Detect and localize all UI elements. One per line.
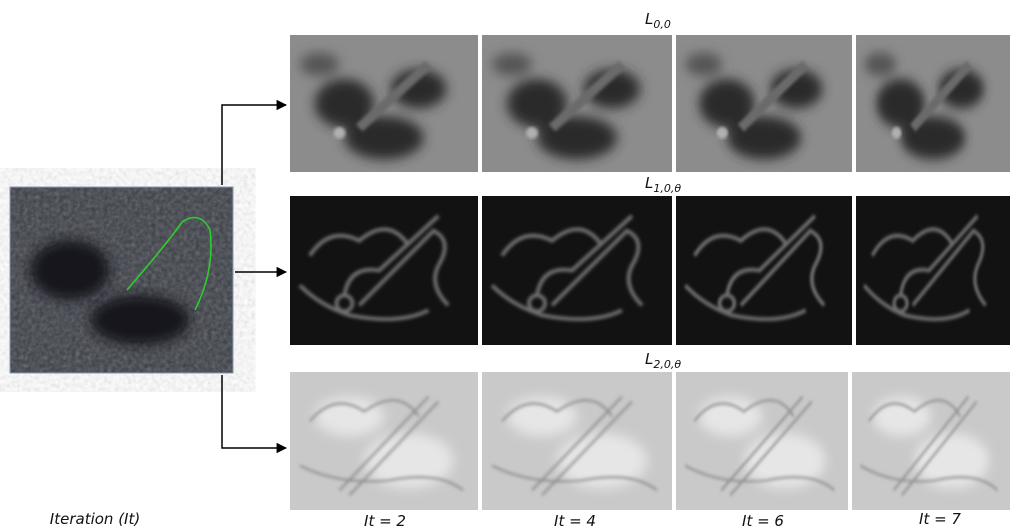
axis-label: Iteration (It) (50, 510, 140, 528)
row-label: L1,0,θ (645, 174, 681, 195)
column-label: It = 4 (554, 512, 596, 530)
column-label: It = 7 (919, 510, 961, 528)
column-label: It = 6 (742, 512, 784, 530)
figure: L0,0 L1,0,θ L2,0,θ Iteration (It) It = 2… (0, 0, 1019, 530)
row-label: L2,0,θ (645, 350, 681, 371)
arrow (222, 375, 286, 448)
image-grid (290, 35, 1010, 510)
column-label: It = 2 (364, 512, 406, 530)
arrow (222, 105, 286, 185)
row-label: L0,0 (645, 10, 671, 31)
